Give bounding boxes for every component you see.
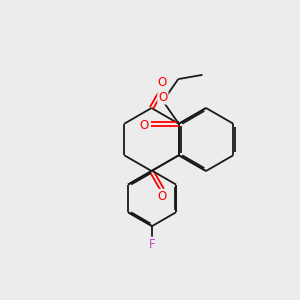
Text: O: O xyxy=(158,190,167,203)
Text: O: O xyxy=(158,91,167,103)
Text: O: O xyxy=(158,76,167,89)
Text: O: O xyxy=(140,119,149,132)
Text: F: F xyxy=(149,238,155,250)
